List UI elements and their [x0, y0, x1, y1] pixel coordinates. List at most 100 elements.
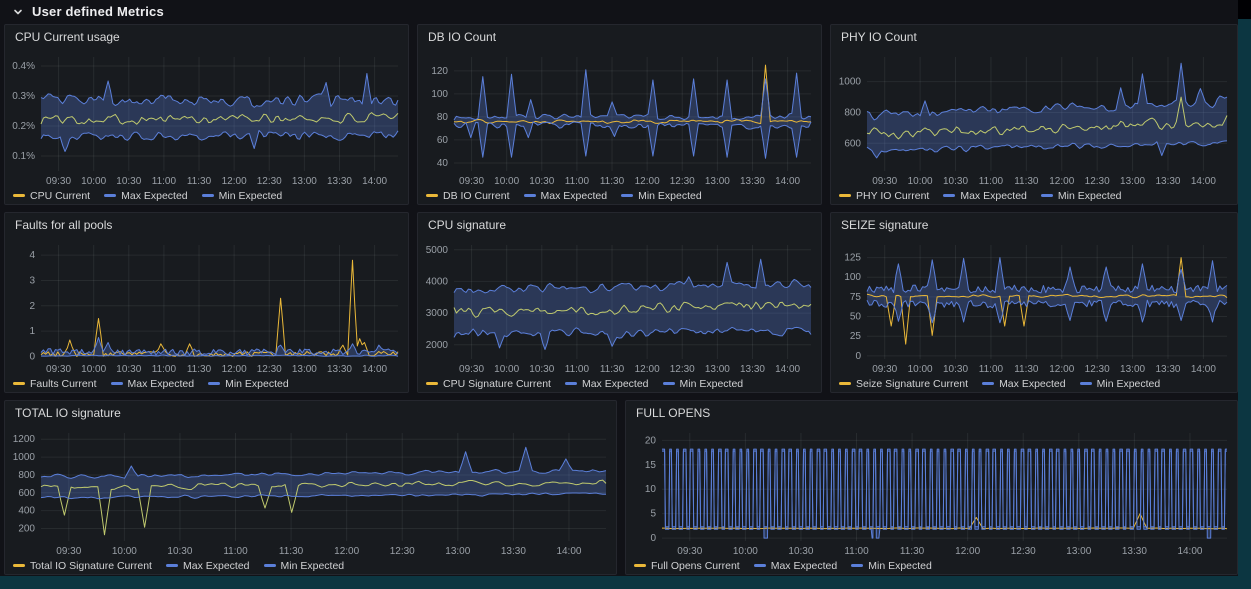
x-tick-label: 13:30 — [327, 176, 352, 187]
panel-title[interactable]: SEIZE signature — [841, 218, 929, 232]
series-line-min — [866, 299, 1228, 324]
series-line-current — [40, 479, 607, 536]
panel-title[interactable]: CPU Current usage — [15, 30, 120, 44]
legend-item-min[interactable]: Min Expected — [208, 378, 289, 390]
legend-item-min[interactable]: Min Expected — [851, 560, 932, 572]
legend-item-current[interactable]: CPU Signature Current — [426, 378, 551, 390]
chart-legend: Full Opens Current Max Expected Min Expect… — [626, 557, 1237, 574]
legend-series-dash — [662, 382, 675, 385]
x-tick-label: 14:00 — [362, 176, 387, 187]
x-tick-label: 10:30 — [167, 546, 192, 557]
series-line-max — [40, 73, 399, 108]
x-tick-label: 14:00 — [775, 176, 800, 187]
x-tick-label: 12:00 — [222, 364, 247, 375]
x-tick-label: 10:30 — [943, 176, 968, 187]
legend-item-max[interactable]: Max Expected — [110, 378, 194, 390]
x-tick-label: 13:30 — [327, 364, 352, 375]
panel-title[interactable]: DB IO Count — [428, 30, 497, 44]
y-tick-label: 100 — [844, 272, 861, 283]
legend-series-dash — [13, 194, 25, 197]
legend-item-min[interactable]: Min Expected — [662, 378, 743, 390]
legend-item-min[interactable]: Min Expected — [1079, 378, 1160, 390]
y-tick-label: 200 — [18, 524, 35, 535]
chart-plot[interactable]: 40 60 80 100 120 09:30 10:00 10:30 11:00 11:30 12:… — [418, 50, 821, 187]
x-tick-label: 10:30 — [116, 176, 141, 187]
legend-item-max[interactable]: Max Expected — [104, 190, 188, 202]
legend-series-label: Max Expected — [540, 189, 608, 202]
legend-series-label: Max Expected — [770, 559, 838, 572]
x-tick-label: 11:30 — [279, 546, 304, 557]
x-tick-label: 11:30 — [600, 176, 625, 187]
chart-plot[interactable]: 600 800 1000 09:30 10:00 10:30 11:00 11:30 12:00… — [831, 50, 1237, 187]
legend-series-dash — [943, 194, 956, 197]
x-tick-label: 09:30 — [677, 546, 702, 557]
legend-item-current[interactable]: Total IO Signature Current — [13, 560, 152, 572]
legend-series-label: Total IO Signature Current — [30, 559, 152, 572]
x-tick-label: 13:30 — [501, 546, 526, 557]
y-tick-label: 5000 — [426, 245, 449, 256]
legend-item-min[interactable]: Min Expected — [263, 560, 344, 572]
series-line-min — [662, 450, 1227, 539]
legend-series-label: CPU Current — [30, 189, 91, 202]
chart-plot[interactable]: 0 25 50 75 100 125 09:30 10:00 10:30 11:00 11:30 12… — [831, 238, 1237, 375]
legend-series-dash — [263, 564, 276, 567]
series-line-min — [40, 492, 607, 500]
chart-plot[interactable]: 0 1 2 3 4 09:30 10:00 10:30 11:00 11:30 12:00 12:30… — [5, 238, 408, 375]
legend-series-label: CPU Signature Current — [443, 377, 551, 390]
chart-plot[interactable]: 2000 3000 4000 5000 09:30 10:00 10:30 11:00 11:3… — [418, 238, 821, 375]
y-tick-label: 80 — [437, 112, 449, 123]
legend-series-label: Max Expected — [960, 189, 1027, 202]
x-tick-label: 09:30 — [459, 176, 484, 187]
chart-plot[interactable]: 0 5 10 15 20 09:30 10:00 10:30 11:00 11:30 12:00 12… — [626, 426, 1237, 557]
y-tick-label: 3 — [29, 275, 35, 286]
panel-title[interactable]: Faults for all pools — [15, 218, 113, 232]
legend-series-label: Min Expected — [1057, 189, 1122, 202]
x-tick-label: 13:30 — [740, 364, 765, 375]
legend-item-min[interactable]: Min Expected — [201, 189, 283, 202]
legend-item-current[interactable]: DB IO Current — [426, 190, 510, 202]
legend-series-dash — [982, 382, 995, 385]
legend-item-max[interactable]: Max Expected — [564, 378, 649, 390]
series-line-current — [662, 513, 1228, 530]
legend-item-max[interactable]: Max Expected — [753, 559, 838, 572]
legend-item-max[interactable]: Max Expected — [523, 189, 608, 202]
legend-item-max[interactable]: Max Expected — [165, 560, 250, 572]
legend-series-dash — [426, 382, 438, 385]
legend-series-dash — [13, 564, 25, 567]
x-tick-label: 12:00 — [635, 176, 660, 187]
legend-item-current[interactable]: Seize Signature Current — [839, 378, 968, 390]
legend-item-max[interactable]: Max Expected — [982, 378, 1066, 390]
panel-title[interactable]: CPU signature — [428, 218, 507, 232]
chart-plot[interactable]: 200 400 600 800 1000 1200 09:30 10:00 10:30 11:00… — [5, 426, 616, 557]
panel-title[interactable]: PHY IO Count — [841, 30, 917, 44]
section-row-user-defined-metrics[interactable]: User defined Metrics — [0, 0, 1238, 23]
x-tick-label: 09:30 — [459, 364, 484, 375]
y-tick-label: 25 — [850, 331, 862, 342]
chart-plot[interactable]: 0.1% 0.2% 0.3% 0.4% 09:30 10:00 10:30 11:00 11:3… — [5, 50, 408, 187]
legend-item-current[interactable]: Faults Current — [13, 378, 97, 390]
chart-legend: Total IO Signature Current Max Expected Mi… — [5, 557, 616, 574]
x-tick-label: 12:00 — [955, 546, 980, 557]
x-tick-label: 11:30 — [1014, 176, 1039, 187]
legend-item-current[interactable]: PHY IO Current — [839, 190, 929, 202]
y-tick-label: 120 — [431, 66, 448, 77]
legend-series-dash — [523, 194, 536, 197]
y-tick-label: 800 — [844, 107, 861, 118]
x-tick-label: 10:00 — [908, 364, 933, 375]
legend-series-dash — [851, 564, 864, 567]
x-tick-label: 10:00 — [733, 546, 758, 557]
legend-series-dash — [1040, 194, 1053, 197]
panel-title[interactable]: TOTAL IO signature — [15, 406, 121, 420]
y-tick-label: 100 — [431, 89, 448, 100]
legend-item-min[interactable]: Min Expected — [1040, 189, 1122, 202]
series-line-current — [453, 64, 812, 124]
legend-item-current[interactable]: CPU Current — [13, 190, 90, 202]
legend-item-max[interactable]: Max Expected — [943, 190, 1027, 202]
x-tick-label: 11:30 — [187, 176, 212, 187]
legend-series-label: Min Expected — [218, 189, 283, 202]
panel-title[interactable]: FULL OPENS — [636, 406, 711, 420]
x-tick-label: 10:00 — [81, 364, 106, 375]
section-title: User defined Metrics — [32, 4, 164, 19]
legend-item-min[interactable]: Min Expected — [621, 190, 702, 202]
legend-item-current[interactable]: Full Opens Current — [634, 560, 740, 572]
